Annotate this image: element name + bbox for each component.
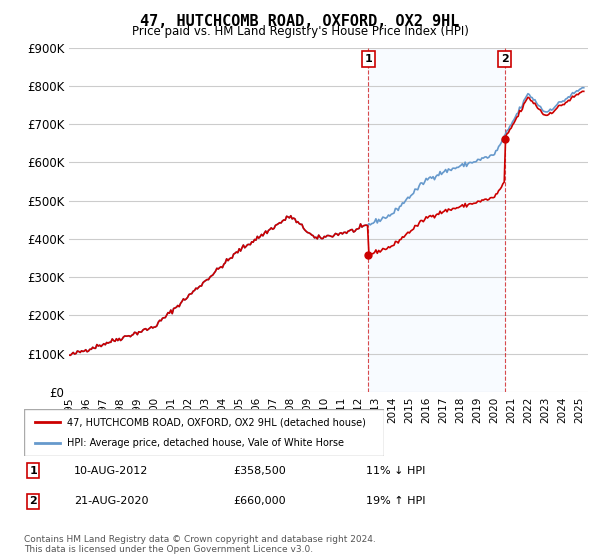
- Text: Contains HM Land Registry data © Crown copyright and database right 2024.
This d: Contains HM Land Registry data © Crown c…: [24, 535, 376, 554]
- Text: Price paid vs. HM Land Registry's House Price Index (HPI): Price paid vs. HM Land Registry's House …: [131, 25, 469, 38]
- Text: 2: 2: [29, 497, 37, 506]
- Text: 47, HUTCHCOMB ROAD, OXFORD, OX2 9HL (detached house): 47, HUTCHCOMB ROAD, OXFORD, OX2 9HL (det…: [67, 417, 366, 427]
- Text: 21-AUG-2020: 21-AUG-2020: [74, 497, 148, 506]
- FancyBboxPatch shape: [24, 409, 384, 456]
- Text: 1: 1: [365, 54, 373, 64]
- Text: 2: 2: [501, 54, 508, 64]
- Bar: [368, 48, 505, 392]
- Text: 1: 1: [29, 465, 37, 475]
- Text: 19% ↑ HPI: 19% ↑ HPI: [366, 497, 426, 506]
- Text: £358,500: £358,500: [234, 465, 287, 475]
- Text: 47, HUTCHCOMB ROAD, OXFORD, OX2 9HL: 47, HUTCHCOMB ROAD, OXFORD, OX2 9HL: [140, 14, 460, 29]
- Text: HPI: Average price, detached house, Vale of White Horse: HPI: Average price, detached house, Vale…: [67, 438, 344, 448]
- Text: 11% ↓ HPI: 11% ↓ HPI: [366, 465, 425, 475]
- Text: £660,000: £660,000: [234, 497, 286, 506]
- Text: 10-AUG-2012: 10-AUG-2012: [74, 465, 148, 475]
